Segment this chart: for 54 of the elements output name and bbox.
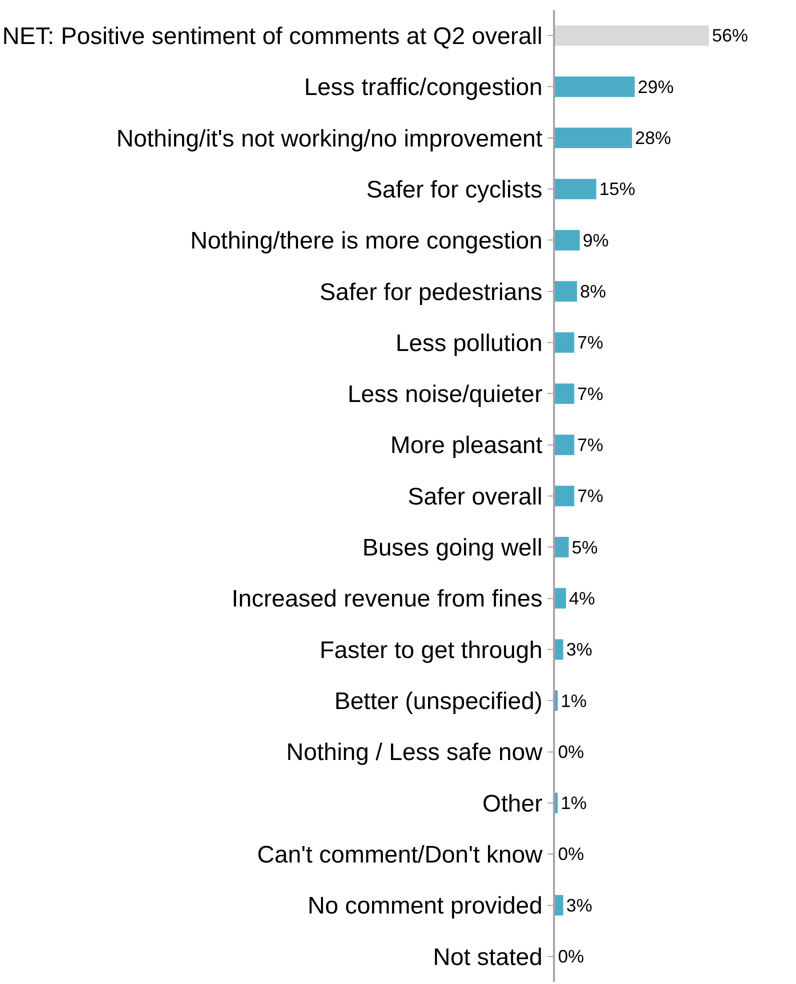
data-label: 9%	[582, 230, 609, 250]
data-label: 7%	[577, 486, 604, 506]
y-tick-label: Safer overall	[408, 483, 542, 510]
y-tick-label: Other	[482, 790, 542, 818]
bar	[555, 383, 574, 404]
bar	[555, 639, 564, 660]
bar	[555, 434, 574, 456]
data-label: 4%	[569, 588, 596, 608]
y-tick-label: Faster to get through	[320, 636, 542, 664]
data-label: 28%	[635, 128, 672, 148]
data-label: 1%	[560, 690, 587, 711]
y-tick-label: Better (unspecified)	[334, 688, 542, 716]
data-label: 56%	[712, 26, 748, 46]
data-label: 0%	[558, 946, 584, 967]
data-label: 7%	[577, 384, 604, 404]
data-label: 3%	[566, 640, 592, 660]
y-tick-label: Nothing/there is more congestion	[190, 228, 542, 255]
bar	[555, 76, 635, 97]
data-label: 7%	[577, 434, 604, 455]
y-tick-label: Buses going well	[362, 534, 542, 562]
y-tick-label: Nothing/it's not working/no improvement	[116, 125, 543, 152]
bar	[555, 792, 558, 814]
data-label: 1%	[560, 793, 587, 814]
y-tick-label: Less pollution	[396, 330, 542, 357]
bar	[555, 536, 569, 558]
y-tick-label: Not stated	[433, 944, 542, 971]
data-label: 7%	[577, 332, 604, 353]
bar	[555, 486, 574, 506]
y-tick-label: NET: Positive sentiment of comments at Q2 overall	[2, 22, 542, 50]
y-tick-label: More pleasant	[390, 432, 543, 460]
bar	[555, 128, 632, 148]
bar	[555, 690, 558, 711]
y-tick-label: No comment provided	[308, 892, 542, 920]
y-tick-label: Less traffic/congestion	[304, 74, 542, 102]
bar	[555, 25, 709, 46]
y-tick-label: Can't comment/Don't know	[257, 842, 544, 869]
data-label: 0%	[558, 742, 584, 762]
bar	[555, 332, 574, 353]
y-tick-label: Safer for pedestrians	[320, 278, 542, 306]
data-label: 0%	[558, 844, 584, 864]
bar	[555, 588, 566, 609]
data-label: 5%	[572, 537, 598, 558]
y-tick-label: Increased revenue from fines	[232, 586, 542, 613]
y-tick-label: Less noise/quieter	[348, 381, 542, 408]
data-label: 29%	[638, 76, 674, 97]
y-tick-label: Nothing / Less safe now	[286, 739, 544, 766]
data-label: 15%	[599, 179, 636, 200]
bar	[555, 895, 564, 916]
y-tick-label: Safer for cyclists	[366, 176, 542, 204]
bar	[555, 281, 577, 302]
bar	[555, 230, 580, 250]
data-label: 3%	[566, 895, 592, 916]
data-label: 8%	[580, 282, 606, 302]
bar	[555, 178, 596, 200]
